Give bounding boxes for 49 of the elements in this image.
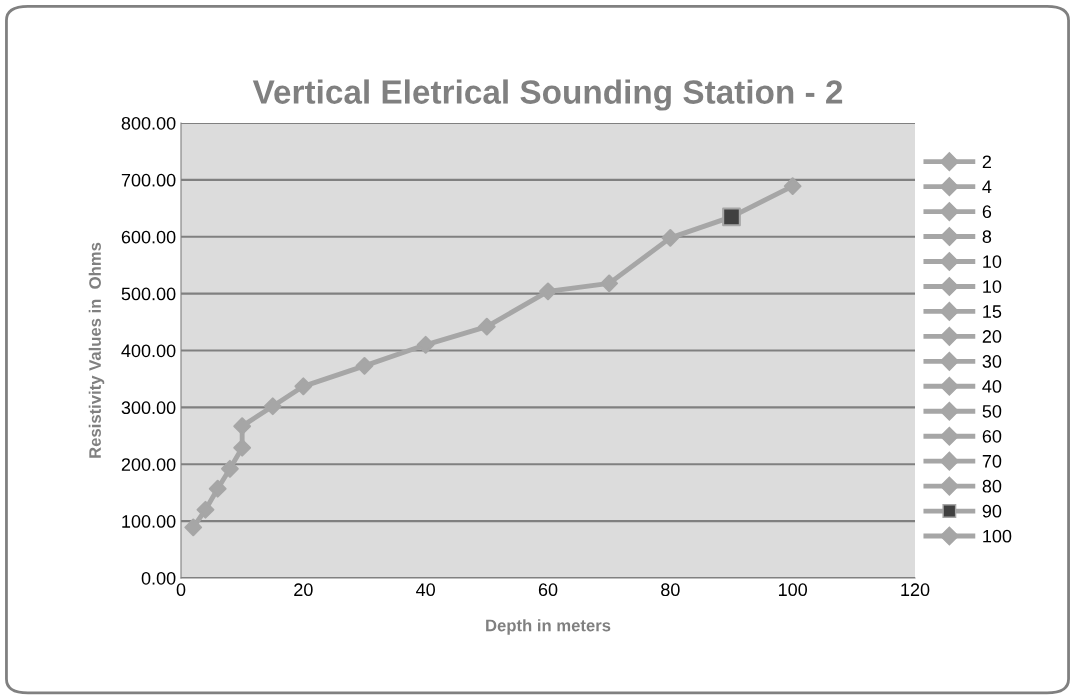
x-tick-label: 60 [538, 583, 558, 597]
point [539, 282, 557, 301]
point [783, 177, 802, 196]
y-tick-label: 200.00 [121, 458, 176, 471]
legend-label: 50 [982, 404, 1002, 418]
legend-label: 60 [982, 429, 1002, 443]
y-tick-label: 400.00 [121, 344, 176, 358]
legend-label: 20 [982, 330, 1002, 343]
point [722, 207, 741, 227]
point [184, 518, 203, 537]
point [355, 356, 374, 375]
point [661, 228, 680, 247]
point [208, 479, 227, 498]
legend-label: 70 [982, 454, 1002, 468]
legend-label: 80 [982, 479, 1002, 493]
legend-label: 2 [982, 155, 991, 168]
chart-title: Vertical Eletrical Sounding Station - 2 [252, 79, 843, 111]
point [416, 335, 435, 354]
x-axis-title: Depth in meters [486, 619, 611, 635]
y-tick-label: 100.00 [122, 515, 176, 528]
point [263, 397, 282, 416]
y-tick-label: 0.00 [141, 571, 176, 585]
point [477, 317, 496, 336]
point [294, 377, 313, 396]
y-tick-label: 500.00 [121, 287, 176, 301]
legend-label: 90 [982, 504, 1002, 518]
y-tick-label: 600.00 [121, 230, 176, 244]
y-tick-label: 300.00 [121, 401, 176, 415]
x-tick-label: 40 [416, 583, 435, 597]
legend-label: 4 [982, 180, 992, 193]
x-tick-label: 120 [901, 583, 930, 597]
x-tick-label: 100 [778, 583, 808, 597]
legend-label: 10 [983, 280, 1002, 293]
x-tick-label: 80 [661, 583, 680, 597]
legend-label: 40 [982, 380, 1002, 393]
legend-label: 100 [983, 529, 1012, 543]
x-tick-label: 0 [176, 583, 186, 597]
point [196, 500, 215, 519]
legend-label: 8 [982, 230, 992, 244]
legend-label: 10 [983, 255, 1002, 268]
legend-label: 30 [982, 355, 1002, 368]
y-tick-label: 800.00 [121, 116, 176, 130]
point [600, 274, 619, 293]
y-tick-label: 700.00 [121, 173, 176, 187]
x-tick-label: 20 [294, 583, 313, 597]
y-axis-title: Resistivity Values in Ohms [88, 242, 105, 458]
point [221, 459, 239, 478]
legend-label: 15 [983, 305, 1002, 318]
legend-label: 6 [982, 205, 992, 219]
